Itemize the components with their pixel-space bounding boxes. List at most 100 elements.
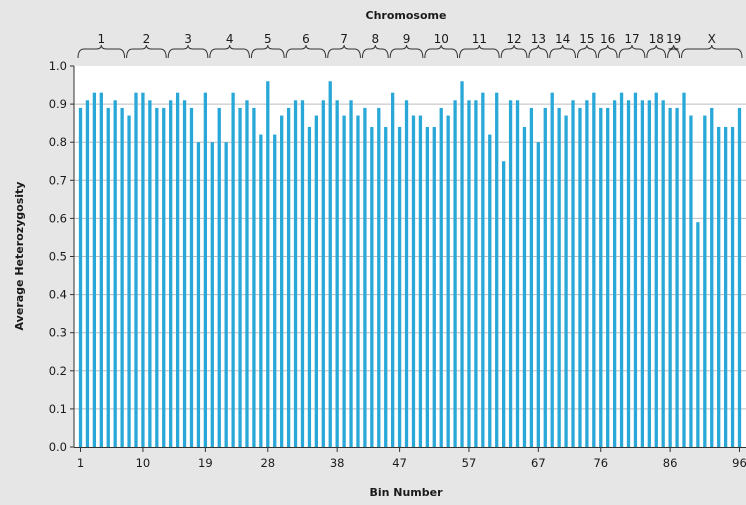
chromosome-label: 7 [340,32,348,46]
bar [647,100,651,447]
y-tick-label: 1.0 [49,59,67,73]
chromosome-bracket [549,44,576,59]
y-tick-label: 0.9 [49,97,67,111]
bar [502,161,506,447]
chromosome-bracket [500,44,528,59]
chromosome-label: 9 [403,32,411,46]
bar [273,134,277,447]
bar [536,142,540,447]
y-tick-label: 0.2 [49,364,67,378]
chromosome-bracket [528,44,549,59]
bar [259,134,263,447]
chromosome-bracket [126,44,167,59]
x-tick-label: 96 [732,456,746,470]
bar [654,92,658,448]
chart-title: Chromosome [366,9,447,22]
bar [293,100,298,447]
bar [148,100,152,447]
bar [619,92,624,448]
bar [78,107,83,447]
bar [266,81,270,448]
chromosome-label: 10 [434,32,449,46]
chromosome-bracket [167,44,209,59]
chromosome-bracket [327,44,361,59]
bar [397,126,402,448]
y-tick-label: 0.1 [49,402,67,416]
bar [488,134,492,447]
bar [689,115,693,447]
y-axis-label: Average Heterozygosity [13,182,26,331]
chromosome-label: 12 [506,32,521,46]
bar [127,115,131,447]
bar [120,107,124,447]
chromosome-label: 19 [666,32,681,46]
bar [162,107,166,447]
chromosome-label: 1 [97,32,105,46]
bar [321,100,325,447]
chromosome-label: 16 [600,32,615,46]
bar [196,142,201,447]
axes: 0.0 0.1 0.2 0.3 0.4 0.5 0.6 0.7 0.8 0.9 1.0 1 10 19 28… [49,59,746,470]
chromosome-bracket [667,44,681,59]
bar [529,107,534,447]
chromosome-bracket [250,44,285,59]
x-tick-label: 57 [462,456,477,470]
bar [106,107,110,447]
bar [300,100,305,447]
bar [356,115,360,447]
bar [349,100,353,447]
bar [453,100,457,447]
bar [175,92,180,448]
chromosome-bracket [681,44,743,59]
bar [550,92,554,448]
chromosome-bracket [389,44,424,59]
y-tick-label: 0.0 [49,440,67,454]
chromosome-label: 4 [226,32,234,46]
bar [328,81,332,448]
chromosome-bracket [618,44,646,59]
bar [92,92,97,448]
bar [113,100,117,447]
bar [668,107,672,447]
bars [78,81,742,448]
chromosome-brackets: 1 2 3 4 5 6 7 8 9 10 11 12 13 14 15 16 17 18 19 X [77,32,743,59]
bar [599,107,603,447]
bar [363,107,367,447]
x-tick-label: 28 [260,456,275,470]
chromosome-label: 3 [184,32,192,46]
chromosome-bracket [576,44,597,59]
chromosome-bracket [646,44,667,59]
bar [633,92,638,448]
chromosome-label: 14 [555,32,570,46]
x-tick-label: 19 [198,456,213,470]
bar [481,92,485,448]
bar [404,100,409,447]
bar [571,100,575,447]
bar [682,92,686,448]
chromosome-bracket [285,44,327,59]
bar [626,100,631,447]
x-tick-label: 86 [663,456,678,470]
bar [737,107,742,447]
bar [723,126,728,448]
bar [99,92,103,448]
bar [696,222,700,447]
bar [592,92,596,448]
bar [384,126,388,448]
bar [661,100,665,447]
chromosome-label: 6 [302,32,310,46]
bar [155,107,159,447]
bar [134,92,138,448]
chromosome-bracket [209,44,250,59]
chromosome-label: X [708,32,716,46]
bar [238,107,242,447]
bar [314,115,318,447]
y-tick-label: 0.4 [49,288,67,302]
bar [474,100,478,447]
bar [460,81,464,448]
bar [377,107,381,447]
chromosome-label: 5 [264,32,272,46]
chromosome-bracket [597,44,618,59]
bar [446,115,450,447]
